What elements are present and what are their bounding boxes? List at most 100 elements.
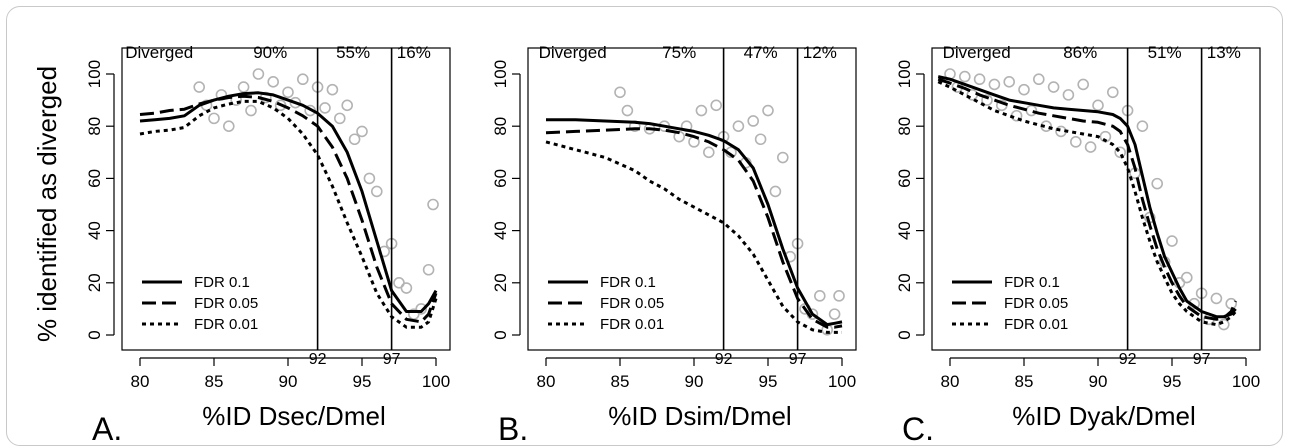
chart-panel-1: 80 85 90 95 100 0 20 40 60 80 100 92 97 Diverged 90% 55… xyxy=(85,43,451,444)
x-tick-label: 85 xyxy=(205,372,224,391)
region-label: 86% xyxy=(1063,43,1097,62)
series-line-dotted xyxy=(545,140,842,334)
data-point xyxy=(289,96,302,109)
series-line-dashed xyxy=(937,77,1237,321)
data-point xyxy=(702,146,715,159)
data-point xyxy=(356,125,368,138)
data-point xyxy=(732,120,745,132)
plot-data xyxy=(545,86,845,336)
series-line-solid xyxy=(937,75,1237,319)
panel-label: A. xyxy=(92,411,122,444)
data-point xyxy=(223,120,235,132)
region-label: 55% xyxy=(336,43,370,62)
data-point xyxy=(833,290,845,302)
region-label: Diverged xyxy=(943,43,1011,62)
x-tick-label: 100 xyxy=(1232,372,1260,391)
plot-frame xyxy=(121,47,451,351)
data-point xyxy=(1107,86,1119,99)
region-label: Diverged xyxy=(539,43,607,62)
legend-label: FDR 0.01 xyxy=(1004,316,1068,333)
data-point xyxy=(208,112,220,125)
data-point xyxy=(958,70,971,83)
data-point xyxy=(762,104,774,117)
data-point xyxy=(754,133,767,146)
chart-panel-2: 80 85 90 95 100 0 20 40 60 80 100 92 97 Diverged 75% 47… xyxy=(491,43,857,444)
data-point xyxy=(333,112,346,125)
x-tick-label: 95 xyxy=(1163,372,1182,391)
data-point xyxy=(1047,81,1060,93)
data-point xyxy=(1114,146,1126,159)
data-point xyxy=(1136,120,1149,132)
region-label: 90% xyxy=(253,43,287,62)
data-point xyxy=(400,282,413,294)
data-point xyxy=(695,104,708,117)
plot-frame xyxy=(527,47,857,351)
x-tick-label: 100 xyxy=(422,372,450,391)
data-point xyxy=(1181,271,1193,284)
region-label: 16% xyxy=(397,43,431,62)
y-tick-label: 40 xyxy=(895,221,914,240)
x-tick-label: 90 xyxy=(685,372,704,391)
x-tick-label: 95 xyxy=(353,372,372,391)
region-label: 12% xyxy=(803,43,837,62)
data-point xyxy=(237,81,250,93)
y-tick-label: 100 xyxy=(85,60,104,88)
y-tick-label: 0 xyxy=(85,330,104,339)
data-point xyxy=(282,86,294,99)
x-tick-label: 95 xyxy=(759,372,778,391)
legend-label: FDR 0.05 xyxy=(600,295,664,312)
data-point xyxy=(747,115,760,127)
panel-label: C. xyxy=(902,411,934,444)
data-point xyxy=(973,73,986,86)
x-tick-label: 90 xyxy=(1089,372,1108,391)
plot-frame xyxy=(931,47,1261,351)
data-point xyxy=(1210,292,1223,305)
data-point xyxy=(621,104,634,117)
data-point xyxy=(813,290,826,302)
y-tick-label: 20 xyxy=(85,273,104,292)
data-point xyxy=(422,263,435,276)
y-tick-label: 80 xyxy=(491,117,510,136)
data-point xyxy=(267,76,280,88)
data-point xyxy=(769,185,782,198)
y-tick-label: 100 xyxy=(491,60,510,88)
threshold-label: 97 xyxy=(789,351,807,368)
threshold-label: 97 xyxy=(1193,351,1211,368)
data-point xyxy=(1062,89,1075,101)
data-point xyxy=(1077,78,1089,91)
chart-panel-3: 80 85 90 95 100 0 20 40 60 80 100 92 97 Diverged 86% 51… xyxy=(895,43,1261,444)
data-point xyxy=(1070,136,1082,148)
y-tick-label: 40 xyxy=(491,221,510,240)
series-line-solid xyxy=(139,91,438,313)
data-point xyxy=(363,172,376,185)
data-point xyxy=(981,94,993,106)
x-axis-title: %ID Dyak/Dmel xyxy=(1012,401,1195,431)
data-point xyxy=(193,81,205,93)
legend-label: FDR 0.05 xyxy=(1004,295,1068,312)
legend-label: FDR 0.1 xyxy=(1004,274,1060,291)
x-tick-label: 80 xyxy=(537,372,556,391)
data-point xyxy=(776,151,789,164)
legend-label: FDR 0.05 xyxy=(194,295,258,312)
data-point xyxy=(319,102,331,114)
y-tick-label: 60 xyxy=(85,169,104,188)
data-point xyxy=(1018,83,1030,96)
data-point xyxy=(614,86,626,99)
data-point xyxy=(252,68,265,80)
data-point xyxy=(1033,73,1045,86)
data-point xyxy=(1084,141,1097,153)
data-point xyxy=(427,198,439,211)
x-tick-label: 80 xyxy=(941,372,960,391)
plot-data xyxy=(139,68,439,329)
data-point xyxy=(245,104,257,117)
data-point xyxy=(326,83,339,96)
x-tick-label: 85 xyxy=(1015,372,1034,391)
y-tick-label: 80 xyxy=(85,117,104,136)
plot-data xyxy=(937,68,1237,331)
data-point xyxy=(1218,318,1230,331)
region-label: Diverged xyxy=(125,43,193,62)
region-label: 13% xyxy=(1207,43,1241,62)
data-point xyxy=(341,99,354,112)
data-point xyxy=(1166,235,1178,247)
